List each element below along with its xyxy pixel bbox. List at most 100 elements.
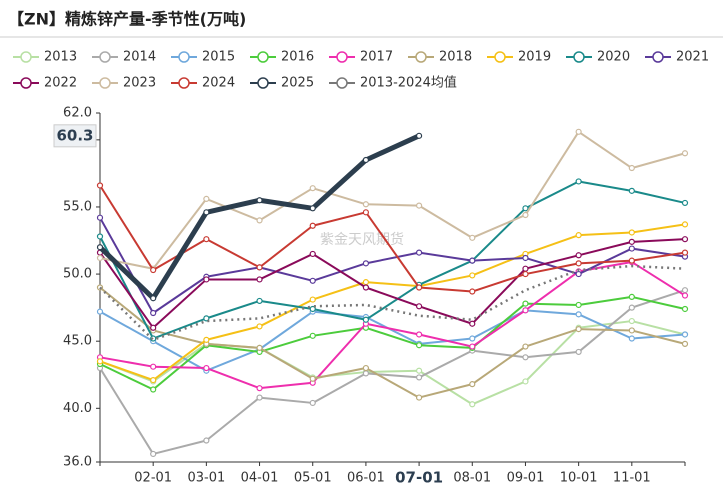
- chart-title: 【ZN】精炼锌产量-季节性(万吨): [8, 10, 246, 29]
- point: [150, 324, 157, 331]
- point: [96, 308, 104, 315]
- legend-marker: [573, 51, 585, 63]
- point: [362, 364, 370, 372]
- legend-marker: [336, 77, 348, 89]
- legend-marker: [178, 77, 190, 89]
- legend-label: 2016: [281, 50, 314, 65]
- point: [522, 354, 529, 361]
- legend-label: 2015: [202, 50, 235, 65]
- x-tick-label: 04-01: [241, 471, 279, 486]
- point: [681, 305, 689, 313]
- point: [628, 335, 635, 342]
- point: [256, 323, 263, 330]
- point: [681, 249, 689, 256]
- point: [150, 386, 157, 393]
- point: [681, 292, 689, 299]
- point: [575, 260, 582, 267]
- point: [256, 264, 263, 271]
- point: [309, 222, 316, 229]
- series-line: [99, 217, 686, 315]
- point: [96, 358, 104, 365]
- legend-label: 2024: [202, 76, 235, 91]
- legend-label: 2023: [123, 76, 156, 91]
- point: [362, 209, 370, 216]
- point: [628, 245, 635, 252]
- legend-label: 2013: [44, 50, 77, 65]
- point: [203, 276, 210, 283]
- point: [628, 164, 635, 172]
- legend-marker: [257, 51, 269, 63]
- series-line: [98, 133, 421, 301]
- point: [415, 367, 423, 374]
- crosshair-badge: [53, 124, 97, 148]
- point: [256, 217, 263, 224]
- x-tick-label: 02-01: [134, 471, 172, 486]
- legend-marker: [257, 77, 269, 89]
- series-line: [99, 309, 686, 372]
- point: [96, 254, 104, 262]
- point: [362, 284, 370, 291]
- legend-label: 2022: [44, 76, 77, 91]
- point: [575, 232, 582, 239]
- point: [681, 287, 689, 294]
- point: [96, 182, 104, 189]
- point: [575, 252, 582, 259]
- point: [681, 150, 689, 157]
- point: [469, 381, 476, 388]
- x-tick-label: 10-01: [560, 471, 598, 486]
- legend-marker: [415, 51, 427, 63]
- point: [150, 266, 157, 274]
- legend-marker: [652, 51, 664, 63]
- point: [203, 437, 210, 444]
- point: [522, 265, 529, 272]
- point: [309, 375, 316, 382]
- legend-label: 2021: [676, 50, 709, 65]
- point: [522, 270, 529, 278]
- point: [628, 327, 635, 334]
- point: [522, 307, 529, 314]
- series-line: [99, 320, 686, 406]
- legend-label: 2014: [123, 50, 156, 65]
- x-tick-label: 03-01: [187, 471, 225, 486]
- point: [522, 211, 529, 219]
- point: [96, 244, 104, 251]
- point: [522, 205, 529, 212]
- series-line: [99, 184, 686, 293]
- x-tick-label: 11-01: [613, 471, 651, 486]
- point: [96, 233, 104, 240]
- legend-marker: [178, 51, 190, 63]
- point: [628, 229, 635, 236]
- point: [575, 311, 582, 318]
- legend-label: 2013-2024均值: [360, 75, 457, 91]
- point: [575, 348, 582, 356]
- point: [415, 331, 423, 338]
- x-tick-label: 09-01: [507, 471, 545, 486]
- point: [575, 301, 582, 309]
- point: [362, 260, 370, 267]
- series-line: [99, 289, 686, 455]
- point: [309, 399, 316, 407]
- legend-label: 2020: [597, 50, 630, 65]
- point: [309, 296, 316, 303]
- y-tick-label: 36.0: [63, 455, 92, 470]
- y-tick-label: 40.0: [63, 401, 92, 416]
- point: [469, 257, 476, 264]
- point: [256, 385, 263, 392]
- point: [469, 272, 476, 279]
- point: [256, 344, 263, 352]
- point: [628, 317, 635, 325]
- point: [362, 279, 370, 286]
- legend-marker: [336, 51, 348, 63]
- point: [256, 394, 263, 401]
- point: [415, 303, 423, 310]
- point: [628, 187, 635, 194]
- legend-marker: [99, 77, 111, 89]
- point: [150, 377, 157, 384]
- point: [362, 156, 370, 164]
- point: [681, 331, 689, 338]
- point: [681, 199, 689, 207]
- y-tick-label: 50.0: [63, 267, 92, 282]
- y-tick-label: 55.0: [63, 199, 92, 214]
- point: [469, 288, 476, 295]
